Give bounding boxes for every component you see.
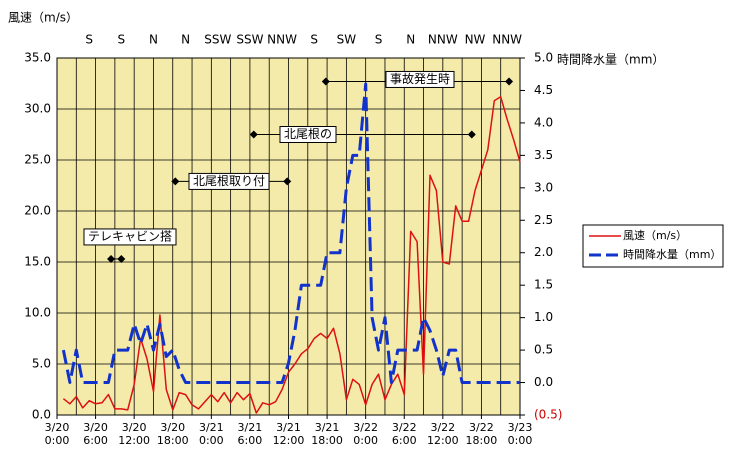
y-axis-title: 風速（m/s） xyxy=(8,11,78,25)
annotation-marker xyxy=(505,77,514,86)
x-tick-label: 3/22 6:00 xyxy=(391,421,417,447)
y2-tick-label: 0.5 xyxy=(534,343,553,357)
y2-tick-label: 5.0 xyxy=(534,51,553,65)
series-line xyxy=(62,96,521,414)
annotation-label: 事故発生時 xyxy=(390,71,450,86)
wind-direction: SSW xyxy=(236,33,263,47)
x-tick-label: 3/22 18:00 xyxy=(465,421,498,447)
y2-tick-label: 0.0 xyxy=(534,375,553,389)
legend-label: 時間降水量（mm） xyxy=(623,247,721,261)
legend-box xyxy=(582,224,724,268)
y2-tick-label: 1.0 xyxy=(534,310,553,324)
wind-direction: S xyxy=(375,33,383,47)
y2-tick-label: 2.0 xyxy=(534,245,553,259)
legend-label: 風速（m/s） xyxy=(623,229,687,242)
wind-direction: N xyxy=(181,33,190,47)
wind-direction: S xyxy=(117,33,125,47)
wind-direction: SW xyxy=(337,33,357,47)
y-tick-label: 25.0 xyxy=(24,153,51,167)
wind-direction: N xyxy=(149,33,158,47)
annotation-marker xyxy=(321,77,330,86)
wind-direction: S xyxy=(310,33,318,47)
wind-direction: NNW xyxy=(492,33,522,47)
annotation-label: 北尾根取り付 xyxy=(193,174,265,188)
x-tick-label: 3/20 18:00 xyxy=(156,421,189,447)
series-line xyxy=(61,82,520,384)
x-tick-label: 3/20 0:00 xyxy=(44,421,70,447)
y2-tick-label: 4.0 xyxy=(534,115,553,129)
y2-axis-title: 時間降水量（mm） xyxy=(557,53,664,67)
y2-tick-label: (0.5) xyxy=(534,408,562,422)
wind-direction: NW xyxy=(465,33,486,47)
y2-tick-label: 1.5 xyxy=(534,278,553,292)
annotation-marker xyxy=(171,177,180,186)
y-tick-label: 15.0 xyxy=(24,255,51,269)
y-tick-label: 35.0 xyxy=(24,51,51,65)
y-tick-label: 0.0 xyxy=(32,408,51,422)
annotation-label: 北尾根の xyxy=(284,127,332,141)
x-tick-label: 3/21 6:00 xyxy=(237,421,263,447)
y2-tick-label: 2.5 xyxy=(534,213,553,227)
annotation-marker xyxy=(107,254,116,263)
x-tick-label: 3/20 12:00 xyxy=(118,421,150,447)
annotation-box xyxy=(385,70,455,88)
annotation-box xyxy=(83,228,177,246)
x-tick-label: 3/23 0:00 xyxy=(507,421,533,447)
y-tick-label: 10.0 xyxy=(24,306,51,320)
annotation-label: テレキャビン搭 xyxy=(88,229,172,243)
y-tick-label: 30.0 xyxy=(24,102,51,116)
x-tick-label: 3/22 12:00 xyxy=(426,421,459,447)
y-tick-label: 5.0 xyxy=(32,357,51,371)
y2-tick-label: 3.0 xyxy=(534,180,553,194)
plot-border xyxy=(56,57,521,416)
wind-direction: SSW xyxy=(204,33,231,47)
wind-direction: NNW xyxy=(267,33,297,47)
annotation-marker xyxy=(117,254,126,263)
wind-direction: S xyxy=(85,33,93,47)
x-tick-label: 3/20 6:00 xyxy=(83,421,108,447)
wind-direction: N xyxy=(406,33,415,47)
x-tick-label: 3/21 18:00 xyxy=(311,421,343,447)
y2-tick-label: 3.5 xyxy=(534,148,553,162)
x-tick-label: 3/21 0:00 xyxy=(198,421,224,447)
y-tick-label: 20.0 xyxy=(24,204,51,218)
annotation-box xyxy=(279,126,337,143)
annotation-marker xyxy=(283,177,292,186)
annotation-marker xyxy=(249,130,258,139)
annotation-box xyxy=(188,172,270,190)
x-tick-label: 3/22 0:00 xyxy=(353,421,378,447)
y2-tick-label: 4.5 xyxy=(534,83,553,97)
x-tick-label: 3/21 12:00 xyxy=(272,421,305,447)
annotation-marker xyxy=(467,130,476,139)
wind-direction: NNW xyxy=(428,33,458,47)
